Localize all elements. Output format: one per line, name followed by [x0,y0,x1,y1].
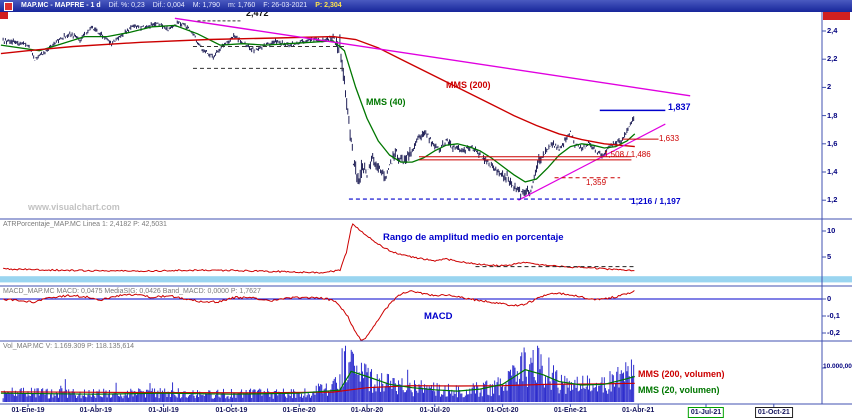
instrument-icon [4,1,13,11]
toolbar-low: m: 1,760 [227,2,256,9]
toolbar-dif-abs: Dif.: 0,004 [152,2,185,9]
volume-panel-header: Vol_MAP.MC V: 1.169.309 P: 118.135,614 [3,343,135,350]
toolbar-date: F: 26-03-2021 [263,2,308,9]
toolbar-high: M: 1,790 [192,2,220,9]
toolbar-last-price: P: 2,304 [315,2,342,9]
toolbar-symbol: MAP.MC - MAPFRE - 1 d [21,2,101,9]
atr-panel-header: ATRPorcentaje_MAP.MC Linea 1: 2,4182 P: … [3,221,167,228]
macd-panel-header: MACD_MAP.MC MACD: 0,0475 MediaSIG: 0,042… [3,288,261,295]
chart-title-bar[interactable]: MAP.MC - MAPFRE - 1 d Dif. %: 0,23 Dif.:… [0,0,852,12]
toolbar-dif-pct: Dif. %: 0,23 [108,2,145,9]
